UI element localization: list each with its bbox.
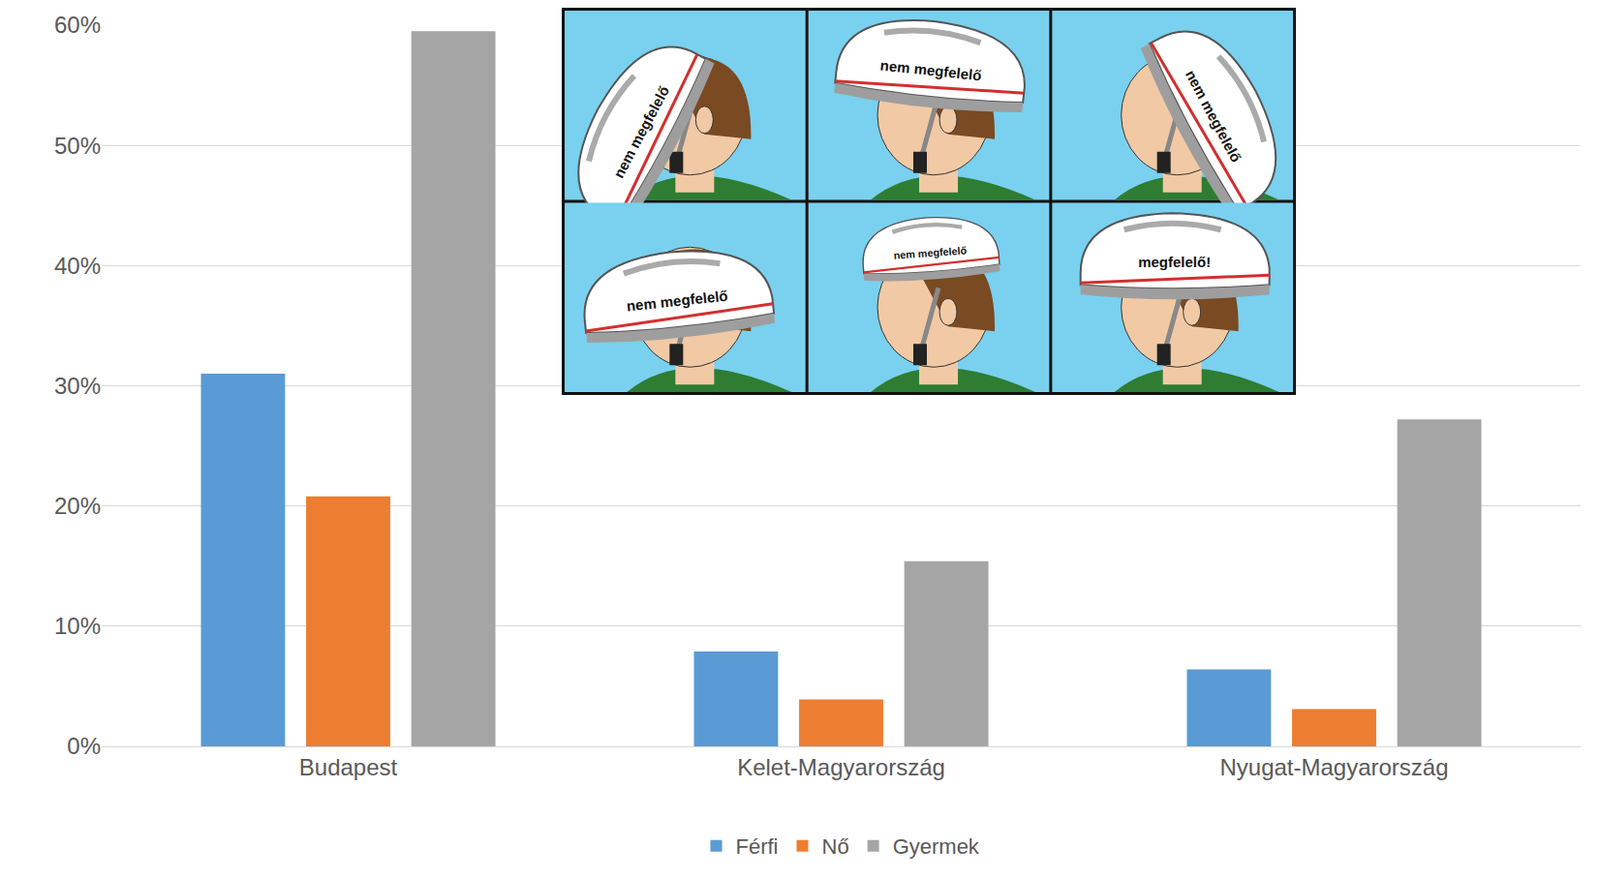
svg-text:0%: 0%: [66, 733, 101, 760]
svg-text:nem megfelelő: nem megfelelő: [625, 287, 729, 315]
svg-text:40%: 40%: [54, 252, 101, 279]
svg-text:nem megfelelő: nem megfelelő: [610, 83, 673, 182]
svg-text:nem megfelelő: nem megfelelő: [879, 57, 983, 85]
svg-text:Gyermek: Gyermek: [892, 834, 981, 860]
svg-text:30%: 30%: [54, 372, 101, 400]
svg-text:Nő: Nő: [822, 834, 850, 860]
svg-text:nem megfelelő: nem megfelelő: [892, 244, 968, 261]
svg-text:Férfi: Férfi: [736, 834, 779, 860]
svg-text:Budapest: Budapest: [299, 754, 399, 781]
svg-text:60%: 60%: [54, 11, 101, 38]
svg-text:Kelet-Magyarország: Kelet-Magyarország: [737, 754, 946, 781]
svg-text:Nyugat-Magyarország: Nyugat-Magyarország: [1219, 754, 1448, 781]
svg-text:50%: 50%: [54, 132, 101, 159]
svg-text:20%: 20%: [54, 492, 101, 520]
svg-text:megfelelő!: megfelelő!: [1138, 253, 1211, 271]
svg-text:nem megfelelő: nem megfelelő: [1182, 66, 1245, 165]
svg-text:10%: 10%: [54, 613, 101, 640]
